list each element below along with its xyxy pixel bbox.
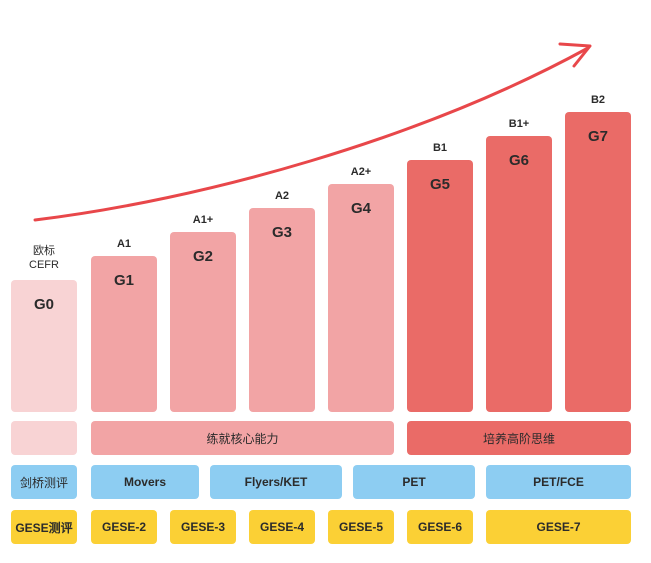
cambridge-item-pet-fce: PET/FCE xyxy=(486,465,631,499)
grade-label: G6 xyxy=(508,152,529,169)
cefr-header-en: CEFR xyxy=(29,259,59,271)
gese-item-4: GESE-4 xyxy=(249,510,315,544)
cefr-label-2: A1+ xyxy=(192,214,214,226)
grade-label: G3 xyxy=(271,224,292,241)
level-bar-g1: G1 xyxy=(91,256,157,412)
gese-item-2: GESE-2 xyxy=(91,510,157,544)
cambridge-item-movers: Movers xyxy=(91,465,199,499)
gese-header: GESE测评 xyxy=(11,510,77,544)
level-bar-g2: G2 xyxy=(170,232,236,412)
cambridge-item-pet: PET xyxy=(353,465,475,499)
gese-item-3: GESE-3 xyxy=(170,510,236,544)
grade-label: G4 xyxy=(350,200,371,217)
grade-label: G7 xyxy=(587,128,608,145)
cefr-label-5: B1 xyxy=(432,142,448,154)
grade-label: G2 xyxy=(192,248,213,265)
ability-advanced-band: 培养高阶思维 xyxy=(407,421,631,455)
ability-core-band: 练就核心能力 xyxy=(91,421,394,455)
level-bar-g4: G4 xyxy=(328,184,394,412)
level-bar-g5: G5 xyxy=(407,160,473,412)
cambridge-item-flyers-ket: Flyers/KET xyxy=(210,465,342,499)
cefr-header-cn: 欧标 xyxy=(33,245,55,257)
grade-label: G1 xyxy=(113,272,134,289)
gese-item-6: GESE-6 xyxy=(407,510,473,544)
cefr-label-3: A2 xyxy=(274,190,290,202)
cambridge-header: 剑桥测评 xyxy=(11,465,77,499)
level-bar-g7: G7 xyxy=(565,112,631,412)
ability-header-cell xyxy=(11,421,77,455)
gese-item-7: GESE-7 xyxy=(486,510,631,544)
level-bar-g0: G0 xyxy=(11,280,77,412)
cefr-label-7: B2 xyxy=(590,94,606,106)
grade-label: G0 xyxy=(33,296,54,313)
cefr-header: 欧标 CEFR xyxy=(11,244,77,272)
level-bar-g3: G3 xyxy=(249,208,315,412)
cefr-label-1: A1 xyxy=(116,238,132,250)
cefr-label-6: B1+ xyxy=(508,118,530,130)
level-bar-g6: G6 xyxy=(486,136,552,412)
grade-label: G5 xyxy=(429,176,450,193)
gese-item-5: GESE-5 xyxy=(328,510,394,544)
cefr-label-4: A2+ xyxy=(350,166,372,178)
